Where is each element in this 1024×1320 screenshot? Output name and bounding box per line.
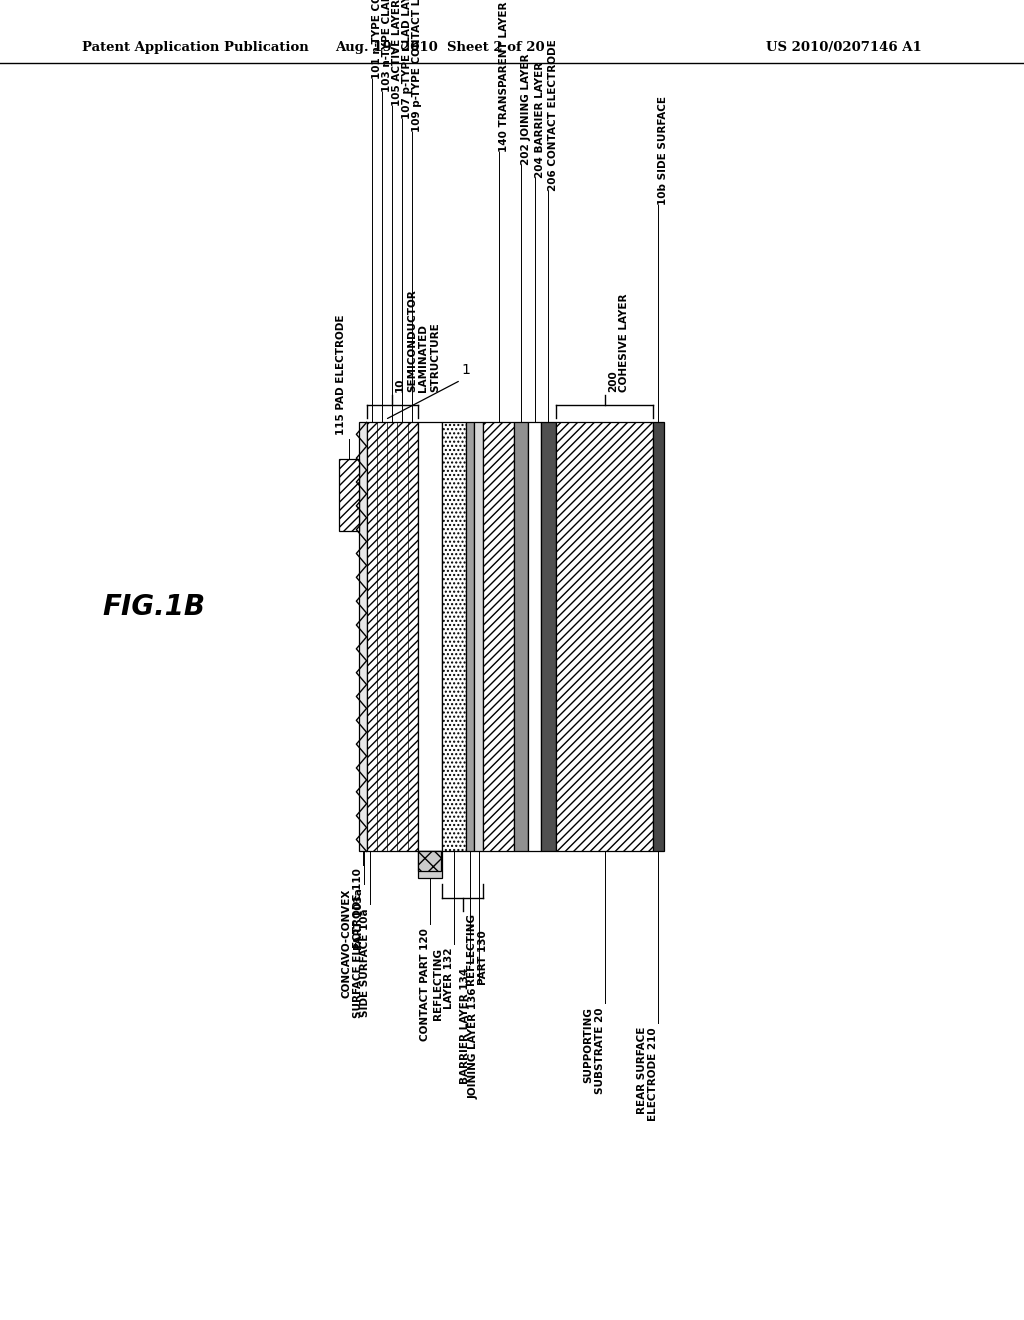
Text: 206 CONTACT ELECTRODE: 206 CONTACT ELECTRODE (549, 40, 558, 191)
Text: 10b SIDE SURFACE: 10b SIDE SURFACE (658, 95, 669, 205)
Bar (483, 422, 514, 851)
Bar (418, 851, 442, 878)
Bar (339, 458, 359, 531)
Text: 103 n-TYPE CLAD LAYER: 103 n-TYPE CLAD LAYER (382, 0, 392, 92)
Bar (466, 422, 474, 851)
Text: 10
SEMICONDUCTOR
LAMINATED
STRUCTURE: 10 SEMICONDUCTOR LAMINATED STRUCTURE (395, 289, 440, 392)
Text: 202 JOINING LAYER: 202 JOINING LAYER (521, 54, 531, 165)
Text: JOINING LAYER 136: JOINING LAYER 136 (469, 987, 479, 1098)
Text: 200
COHESIVE LAYER: 200 COHESIVE LAYER (608, 293, 630, 392)
Text: Aug. 19, 2010  Sheet 2 of 20: Aug. 19, 2010 Sheet 2 of 20 (336, 41, 545, 54)
Text: FIG.1B: FIG.1B (102, 593, 206, 622)
Bar (528, 422, 541, 851)
Bar (442, 422, 466, 851)
Text: 115 PAD ELECTRODE: 115 PAD ELECTRODE (336, 314, 346, 434)
Text: SURFACE ELECTRODE 110: SURFACE ELECTRODE 110 (353, 869, 362, 1019)
Bar (418, 422, 442, 851)
Text: 140 TRANSPARENT LAYER: 140 TRANSPARENT LAYER (499, 1, 509, 152)
Text: BARRIER LAYER 134: BARRIER LAYER 134 (460, 968, 470, 1084)
Bar (514, 422, 528, 851)
Text: SIDE SURFACE 10a: SIDE SURFACE 10a (359, 908, 370, 1016)
Text: SUPPORTING
SUBSTRATE 20: SUPPORTING SUBSTRATE 20 (583, 1007, 604, 1094)
Text: REFLECTING
LAYER 132: REFLECTING LAYER 132 (432, 948, 455, 1020)
Bar (367, 422, 418, 851)
Bar (653, 422, 664, 851)
Text: REAR SURFACE
ELECTRODE 210: REAR SURFACE ELECTRODE 210 (637, 1027, 658, 1121)
Text: 107 p-TYPE CLAD LAYER: 107 p-TYPE CLAD LAYER (402, 0, 413, 119)
Text: Patent Application Publication: Patent Application Publication (82, 41, 308, 54)
Text: 101 n-TYPE CONTACT LAYER: 101 n-TYPE CONTACT LAYER (372, 0, 382, 79)
Bar (556, 422, 653, 851)
Text: CONCAVO-CONVEX
PART 103a: CONCAVO-CONVEX PART 103a (342, 888, 364, 998)
Bar (418, 851, 441, 871)
Text: 1: 1 (462, 363, 470, 376)
Bar (474, 422, 483, 851)
Text: US 2010/0207146 A1: US 2010/0207146 A1 (766, 41, 922, 54)
Bar (541, 422, 556, 851)
Text: 204 BARRIER LAYER: 204 BARRIER LAYER (535, 62, 545, 178)
Text: 105 ACTIVE LAYER: 105 ACTIVE LAYER (392, 0, 402, 106)
Text: REFLECTING
PART 130: REFLECTING PART 130 (466, 913, 487, 986)
Bar (359, 422, 367, 851)
Text: CONTACT PART 120: CONTACT PART 120 (420, 928, 430, 1041)
Text: 109 p-TYPE CONTACT LAYER: 109 p-TYPE CONTACT LAYER (412, 0, 422, 132)
